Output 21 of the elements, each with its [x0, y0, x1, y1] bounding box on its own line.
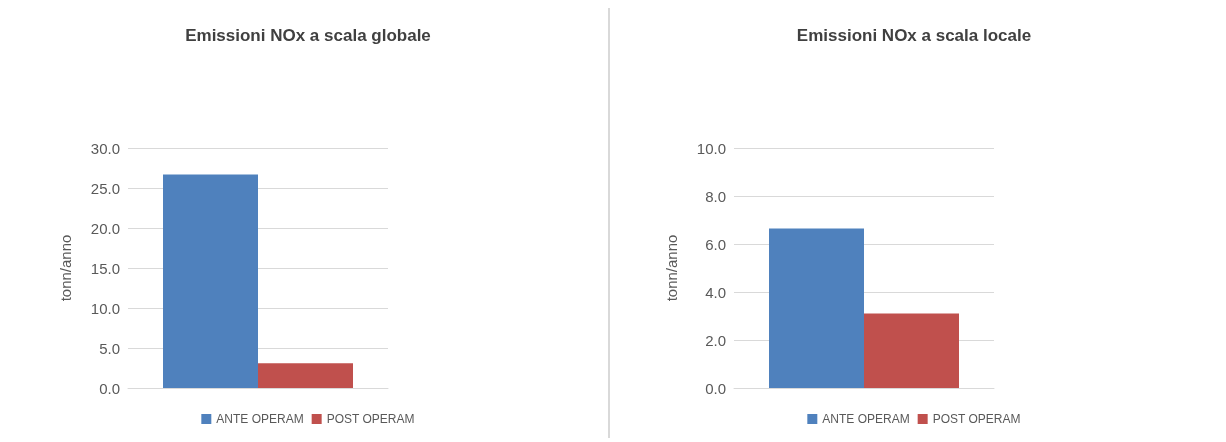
y-tick-label: 8.0 — [705, 187, 726, 205]
y-tick-label: 20.0 — [90, 219, 120, 237]
y-tick-label: 0.0 — [99, 379, 120, 397]
y-tick-label: 15.0 — [90, 259, 120, 277]
y-tick-label: 25.0 — [90, 179, 120, 197]
legend-label: ANTE OPERAM — [216, 412, 304, 426]
legend-label: POST OPERAM — [932, 412, 1021, 426]
y-tick-label: 0.0 — [705, 379, 726, 397]
y-axis-title: tonn/anno — [57, 234, 74, 302]
y-tick-label: 2.0 — [705, 331, 726, 349]
y-tick-label: 30.0 — [90, 139, 120, 157]
y-tick-label: 6.0 — [705, 235, 726, 253]
y-tick-label: 10.0 — [90, 299, 120, 317]
chart-title: Emissioni NOx a scala locale — [796, 26, 1032, 45]
legend-label: POST OPERAM — [326, 412, 415, 426]
y-tick-label: 10.0 — [696, 139, 726, 157]
y-tick-label: 5.0 — [99, 339, 120, 357]
y-tick-label: 4.0 — [705, 283, 726, 301]
chart-title: Emissioni NOx a scala globale — [185, 26, 431, 45]
legend-label: ANTE OPERAM — [822, 412, 910, 426]
y-axis-title: tonn/anno — [663, 234, 680, 302]
